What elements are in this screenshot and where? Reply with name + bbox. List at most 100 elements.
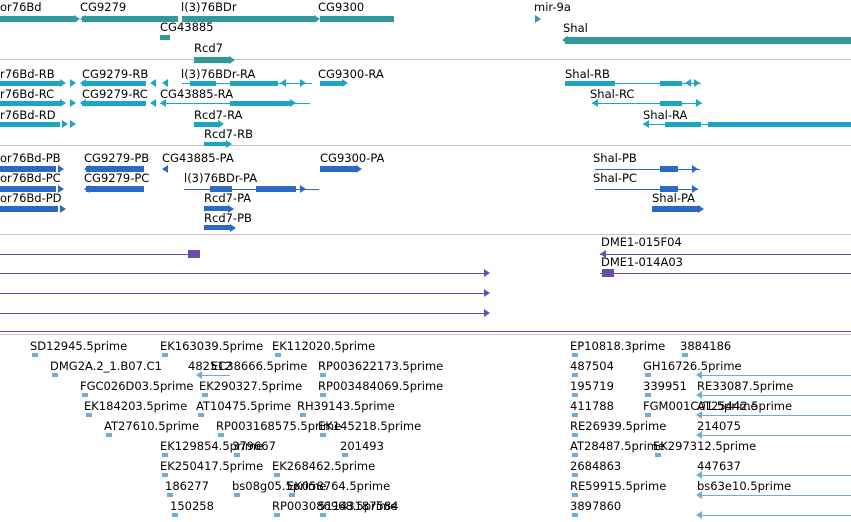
feature-bar[interactable]	[82, 101, 146, 106]
est-marker[interactable]	[289, 493, 295, 497]
gene-bar[interactable]	[565, 37, 851, 44]
est-marker[interactable]	[682, 353, 688, 357]
feature-bar[interactable]	[660, 101, 682, 106]
protein-label: Shal-PA	[652, 191, 696, 205]
strand-arrow-right-icon	[342, 79, 348, 87]
gene-bar[interactable]	[320, 16, 394, 22]
est-label: bs08g05.5prime	[232, 479, 327, 493]
est-marker[interactable]	[82, 393, 88, 397]
est-marker[interactable]	[234, 493, 240, 497]
est-marker[interactable]	[86, 413, 92, 417]
est-marker[interactable]	[198, 413, 204, 417]
est-marker[interactable]	[300, 413, 306, 417]
est-marker[interactable]	[234, 453, 240, 457]
strand-arrow-left-icon	[162, 165, 168, 173]
feature-bar[interactable]	[565, 81, 615, 86]
strand-arrow-right-icon	[58, 185, 64, 193]
est-label: 3897860	[570, 499, 622, 513]
est-marker[interactable]	[342, 453, 348, 457]
feature-bar[interactable]	[708, 122, 851, 127]
feature-bar[interactable]	[0, 101, 60, 106]
gene-bar[interactable]	[160, 35, 170, 40]
feature-bar[interactable]	[320, 81, 342, 86]
feature-bar[interactable]	[86, 186, 144, 192]
est-marker[interactable]	[645, 413, 651, 417]
protein-label: CG9279-PB	[84, 151, 150, 165]
est-marker[interactable]	[275, 353, 281, 357]
clone-end[interactable]	[602, 269, 614, 277]
est-marker[interactable]	[320, 513, 326, 517]
strand-arrow-right-icon	[694, 79, 700, 87]
protein-label: l(3)76BDr-PA	[184, 171, 258, 185]
est-marker[interactable]	[320, 393, 326, 397]
feature-bar[interactable]	[665, 122, 701, 127]
transcript-label: r76Bd-RD	[0, 108, 56, 122]
feature-bar[interactable]	[0, 122, 60, 127]
est-marker[interactable]	[202, 393, 208, 397]
est-marker[interactable]	[572, 493, 578, 497]
feature-bar[interactable]	[660, 186, 678, 192]
strand-arrow-right-icon	[60, 205, 66, 213]
est-marker[interactable]	[655, 453, 661, 457]
gene-bar[interactable]	[82, 16, 178, 22]
est-marker[interactable]	[274, 473, 280, 477]
feature-bar[interactable]	[320, 166, 356, 172]
est-marker[interactable]	[106, 433, 112, 437]
gene-label: Shal	[563, 21, 588, 35]
strand-arrow-right-icon	[356, 165, 362, 173]
feature-bar[interactable]	[0, 81, 60, 86]
feature-bar[interactable]	[230, 101, 290, 106]
est-marker[interactable]	[162, 473, 168, 477]
est-marker[interactable]	[572, 453, 578, 457]
intron-line	[595, 189, 698, 190]
feature-bar[interactable]	[660, 81, 682, 86]
strand-arrow-right-icon	[484, 309, 490, 317]
est-marker[interactable]	[572, 433, 578, 437]
feature-bar[interactable]	[0, 186, 56, 192]
feature-bar[interactable]	[82, 81, 146, 86]
est-marker[interactable]	[320, 433, 326, 437]
est-marker[interactable]	[162, 353, 168, 357]
feature-bar[interactable]	[230, 81, 278, 86]
gene-bar[interactable]	[0, 16, 76, 22]
est-marker[interactable]	[645, 393, 651, 397]
est-marker[interactable]	[572, 513, 578, 517]
transcript-label: r76Bd-RB	[0, 67, 55, 81]
feature-bar[interactable]	[86, 166, 144, 172]
est-marker[interactable]	[645, 373, 651, 377]
est-marker[interactable]	[572, 353, 578, 357]
transcript-label: r76Bd-RC	[0, 87, 55, 101]
clone-end[interactable]	[188, 250, 200, 258]
est-marker[interactable]	[274, 513, 280, 517]
est-marker[interactable]	[32, 353, 38, 357]
clone-line	[600, 273, 851, 274]
clone-line	[600, 254, 851, 255]
est-marker[interactable]	[167, 493, 173, 497]
transcript-label: CG43885-RA	[160, 87, 234, 101]
feature-bar[interactable]	[0, 206, 58, 212]
est-label: EK129854.5prime	[160, 439, 264, 453]
est-marker[interactable]	[572, 413, 578, 417]
feature-bar[interactable]	[660, 166, 678, 172]
feature-bar[interactable]	[652, 206, 700, 212]
est-marker[interactable]	[320, 373, 326, 377]
feature-bar[interactable]	[210, 186, 232, 192]
feature-bar[interactable]	[204, 206, 228, 211]
est-marker[interactable]	[218, 433, 224, 437]
feature-bar[interactable]	[204, 225, 230, 230]
est-marker[interactable]	[162, 453, 168, 457]
transcript-label: CG9279-RB	[82, 67, 149, 81]
feature-bar[interactable]	[0, 166, 56, 172]
feature-bar[interactable]	[190, 81, 216, 86]
gene-bar[interactable]	[194, 57, 230, 63]
est-label: SD12945.5prime	[30, 339, 128, 353]
feature-bar[interactable]	[204, 142, 226, 146]
est-marker[interactable]	[572, 473, 578, 477]
est-marker[interactable]	[572, 373, 578, 377]
gene-bar[interactable]	[182, 16, 316, 22]
est-marker[interactable]	[52, 373, 58, 377]
feature-bar[interactable]	[256, 186, 296, 192]
est-marker[interactable]	[172, 513, 178, 517]
est-marker[interactable]	[572, 393, 578, 397]
feature-bar[interactable]	[194, 122, 218, 127]
